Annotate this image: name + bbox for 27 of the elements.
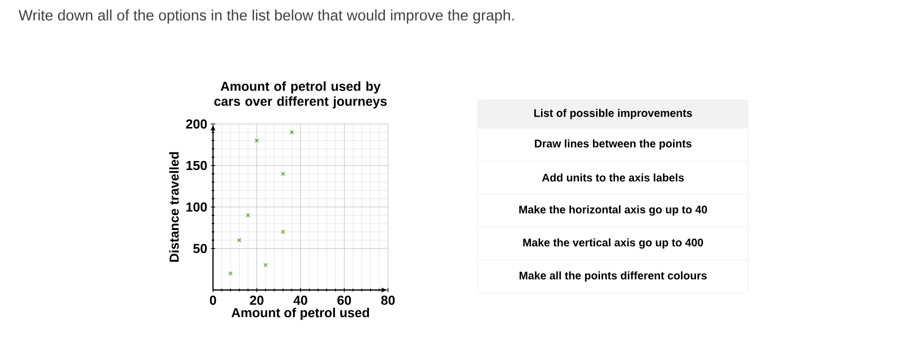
y-tick-label: 100 [186, 202, 207, 212]
x-axis-title: Amount of petrol used [232, 308, 369, 320]
text: Add units to the axis labels [542, 173, 684, 182]
text: Make all the points different colours [520, 271, 707, 282]
point [237, 238, 242, 242]
y-tick-label: 150 [186, 160, 207, 170]
point [228, 271, 233, 276]
x-tick-label: 80 [381, 296, 395, 305]
y-tick-label: 50 [193, 244, 207, 254]
text: Write down all of the options in the list below that would improve the graph. [18, 10, 514, 24]
text: Draw lines between the points [534, 139, 692, 150]
point [280, 230, 286, 234]
point [246, 213, 250, 218]
x-tick-label: 60 [337, 296, 351, 305]
point [280, 172, 286, 176]
point [254, 138, 259, 143]
x-tick-label: 40 [293, 296, 308, 305]
y-axis-title: Distance travelled [169, 152, 179, 262]
text: List of possible improvements [534, 108, 692, 120]
chart-title: Amount of petrol used by cars over different journeys [214, 81, 387, 108]
x-tick-label: 0 [210, 296, 216, 305]
text: Make the horizontal axis go up to 40 [519, 205, 707, 216]
text: Make the vertical axis go up to 400 [523, 238, 704, 249]
point [263, 262, 268, 268]
x-tick-label: 20 [250, 296, 264, 305]
y-tick-label: 200 [186, 119, 207, 129]
point [290, 130, 294, 134]
